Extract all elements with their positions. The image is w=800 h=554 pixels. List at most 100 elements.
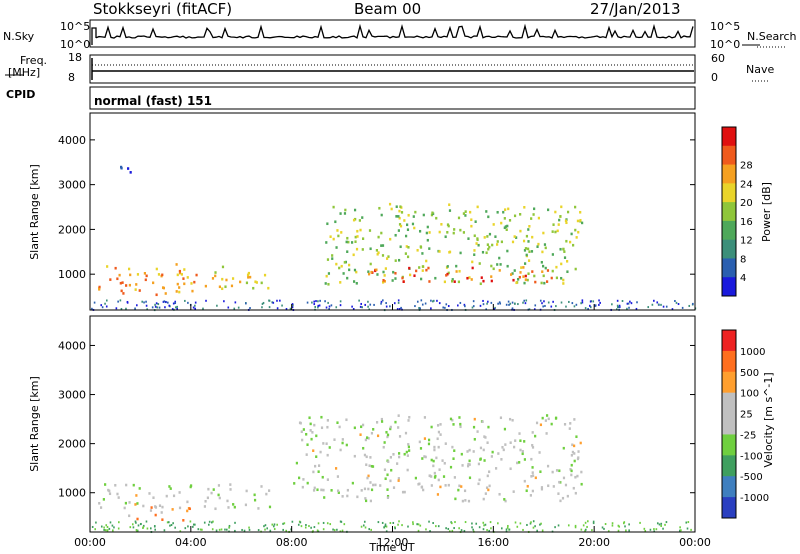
noise-cell (105, 524, 108, 527)
noise-cell (330, 304, 333, 307)
noise-cell (328, 308, 330, 311)
data-cell (533, 274, 536, 278)
noise-cell (611, 522, 614, 525)
data-cell (409, 273, 412, 277)
colorbar-segment (722, 239, 736, 259)
data-cell (397, 477, 400, 480)
noise-cell (129, 526, 132, 529)
noise-cell (360, 302, 363, 305)
noise-cell (532, 526, 535, 529)
data-cell (576, 219, 580, 223)
noise-cell (126, 301, 129, 304)
data-cell (439, 485, 442, 489)
data-cell (558, 218, 561, 222)
data-cell (334, 220, 337, 224)
noise-cell (339, 530, 342, 533)
noise-cell (131, 523, 134, 526)
noise-cell (241, 528, 243, 531)
data-cell (340, 231, 343, 234)
data-cell (544, 419, 547, 422)
noise-cell (617, 529, 620, 532)
data-cell (488, 245, 491, 249)
noise-cell (471, 306, 474, 309)
data-cell (492, 223, 495, 226)
noise-cell (540, 522, 542, 525)
data-cell (98, 288, 101, 291)
data-cell (392, 486, 396, 489)
data-cell (547, 484, 550, 488)
data-cell (368, 464, 371, 468)
data-cell (414, 476, 417, 480)
noise-cell (381, 521, 384, 524)
noise-cell (482, 521, 485, 524)
noise-cell (580, 302, 582, 305)
data-cell (492, 267, 495, 271)
noise-cell (417, 523, 420, 526)
data-cell (399, 245, 402, 249)
data-cell (455, 264, 458, 268)
data-cell (386, 473, 389, 477)
colorbar-tick-label: 1000 (740, 347, 765, 358)
data-cell (302, 478, 305, 481)
data-cell (353, 454, 356, 458)
data-cell (336, 475, 340, 478)
colorbar-tick-label: 16 (740, 217, 753, 228)
noise-cell (276, 307, 279, 310)
noise-cell (482, 299, 484, 302)
data-cell (522, 239, 526, 243)
data-cell (487, 247, 490, 251)
data-cell (447, 483, 450, 487)
data-cell (360, 425, 363, 429)
colorbar-segment (722, 145, 736, 166)
data-cell (506, 224, 509, 228)
data-cell (570, 469, 573, 473)
nsky-tick-bottom: 10^0 (60, 38, 91, 51)
noise-cell (660, 524, 662, 527)
data-cell (423, 416, 427, 419)
data-cell (464, 210, 467, 213)
data-cell (214, 274, 217, 278)
colorbar-tick-label: -500 (740, 472, 763, 483)
data-cell (212, 488, 215, 491)
data-cell (575, 236, 578, 239)
noise-cell (508, 303, 510, 306)
data-cell (523, 458, 527, 461)
data-cell (541, 416, 544, 420)
data-cell (435, 216, 438, 220)
data-cell (334, 467, 338, 470)
data-cell (556, 229, 559, 233)
data-cell (466, 464, 470, 468)
noise-cell (618, 306, 620, 309)
data-cell (555, 276, 559, 280)
data-cell (360, 489, 363, 492)
data-cell (471, 266, 474, 270)
noise-cell (285, 529, 288, 532)
noise-cell (351, 305, 353, 308)
noise-cell (393, 302, 396, 305)
colorbar-segment (722, 277, 736, 297)
data-cell (519, 271, 522, 274)
data-cell (430, 425, 433, 429)
noise-cell (291, 303, 294, 306)
data-cell (336, 489, 340, 493)
data-cell (149, 509, 153, 512)
nsearch-tick-top: 10^5 (710, 20, 741, 33)
data-cell (520, 266, 523, 269)
data-cell (524, 278, 527, 281)
noise-cell (208, 520, 211, 523)
data-cell (329, 235, 332, 238)
data-cell (449, 417, 453, 421)
noise-cell (494, 306, 496, 309)
data-cell (119, 281, 122, 285)
noise-cell (662, 305, 665, 308)
data-cell (519, 212, 522, 216)
data-cell (555, 469, 559, 472)
noise-cell (316, 529, 319, 532)
data-cell (421, 269, 424, 272)
data-cell (470, 218, 473, 222)
noise-cell (498, 301, 501, 304)
noise-cell (243, 529, 246, 532)
data-cell (217, 493, 220, 497)
noise-cell (586, 525, 588, 528)
data-cell (134, 503, 137, 506)
